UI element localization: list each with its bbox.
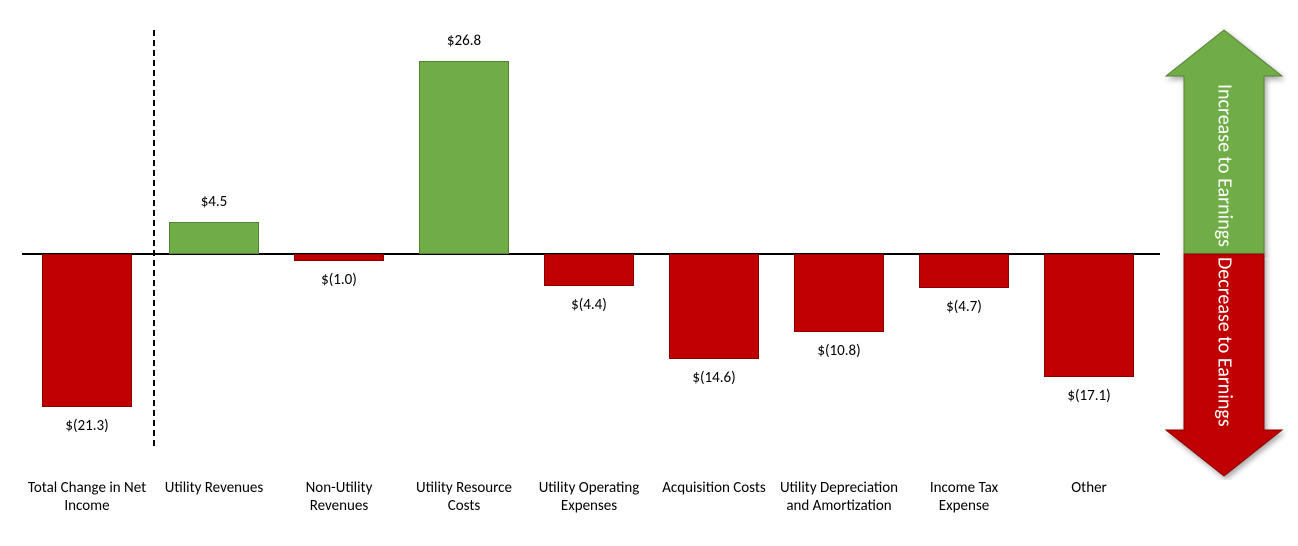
bar-4 <box>544 254 634 286</box>
bar-value-0: $(21.3) <box>27 417 147 435</box>
bar-1 <box>169 222 259 254</box>
bar-value-1: $4.5 <box>154 193 274 211</box>
bar-value-7: $(4.7) <box>904 298 1024 316</box>
category-label-8: Other <box>1024 479 1154 497</box>
bar-7 <box>919 254 1009 288</box>
category-label-3: Utility Resource Costs <box>399 479 529 515</box>
bar-3 <box>419 61 509 254</box>
bar-0 <box>42 254 132 407</box>
bar-value-2: $(1.0) <box>279 271 399 289</box>
bar-6 <box>794 254 884 332</box>
bar-8 <box>1044 254 1134 377</box>
category-label-0: Total Change in Net Income <box>22 479 152 515</box>
bar-value-6: $(10.8) <box>779 342 899 360</box>
bar-2 <box>294 254 384 261</box>
divider-line <box>153 30 155 446</box>
legend-text-up: Increase to Earnings <box>1184 76 1264 254</box>
chart-stage: $(21.3) Total Change in Net Income $4.5 Uti… <box>0 0 1298 546</box>
bar-value-4: $(4.4) <box>529 296 649 314</box>
category-label-4: Utility Operating Expenses <box>524 479 654 515</box>
bar-value-3: $26.8 <box>404 32 524 50</box>
category-label-1: Utility Revenues <box>149 479 279 497</box>
bar-5 <box>669 254 759 359</box>
category-label-5: Acquisition Costs <box>649 479 779 497</box>
bar-value-8: $(17.1) <box>1029 387 1149 405</box>
category-label-7: Income Tax Expense <box>899 479 1029 515</box>
category-label-6: Utility Depreciation and Amortization <box>774 479 904 515</box>
category-label-2: Non-Utility Revenues <box>274 479 404 515</box>
legend-text-down: Decrease to Earnings <box>1184 254 1264 430</box>
bar-value-5: $(14.6) <box>654 369 774 387</box>
